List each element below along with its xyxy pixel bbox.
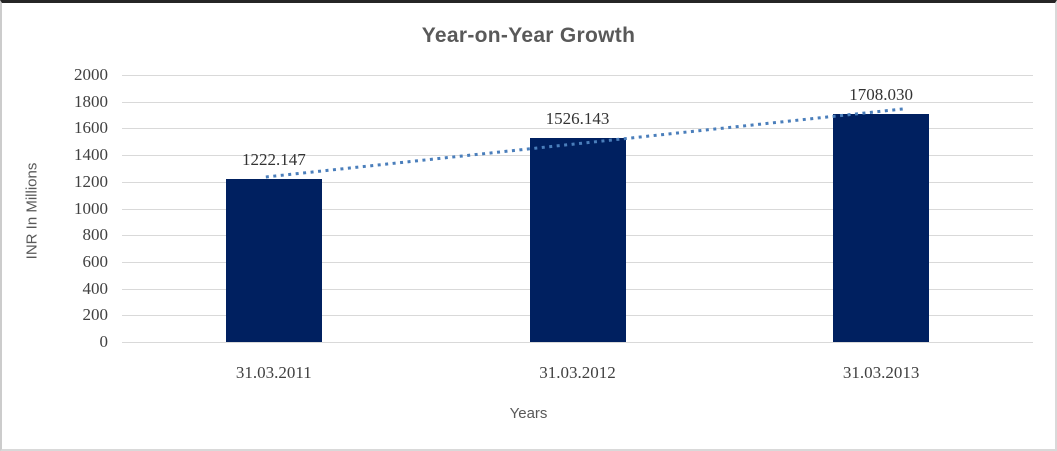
y-tick-label: 2000 <box>74 65 108 84</box>
bar-value-label: 1222.147 <box>241 149 306 169</box>
chart-title: Year-on-Year Growth <box>421 24 636 47</box>
x-tick-label: 31.03.2011 <box>235 363 312 382</box>
y-tick-label: 1600 <box>74 118 108 138</box>
gridline <box>122 75 1033 76</box>
y-tick-label: 1200 <box>74 171 108 191</box>
bar <box>225 178 322 342</box>
y-tick-label: 1000 <box>74 198 108 218</box>
x-tick-label: 31.03.2013 <box>842 363 920 382</box>
y-tick-label: 800 <box>82 225 109 245</box>
y-tick-label: 200 <box>82 305 109 325</box>
y-tick-label: 0 <box>99 332 109 351</box>
y-tick-label: 600 <box>82 251 109 271</box>
plot-area: 1222.147 1526.143 1708.030 <box>122 75 1033 343</box>
y-tick-label: 1800 <box>74 91 108 111</box>
bar-value-label: 1708.030 <box>849 84 914 104</box>
bar-value-label: 1526.143 <box>545 109 610 129</box>
y-axis-title: INR In Millions <box>23 162 41 260</box>
y-tick-label: 400 <box>82 278 109 298</box>
bar <box>833 113 930 342</box>
gridline <box>122 128 1033 130</box>
y-tick-label: 1400 <box>74 145 108 165</box>
bar <box>529 138 626 342</box>
trendline <box>265 107 904 179</box>
gridline <box>122 101 1033 103</box>
x-tick-label: 31.03.2012 <box>539 363 616 382</box>
trendline-path <box>265 107 904 179</box>
x-axis-title: Years <box>509 405 548 422</box>
gridline <box>122 342 1033 343</box>
